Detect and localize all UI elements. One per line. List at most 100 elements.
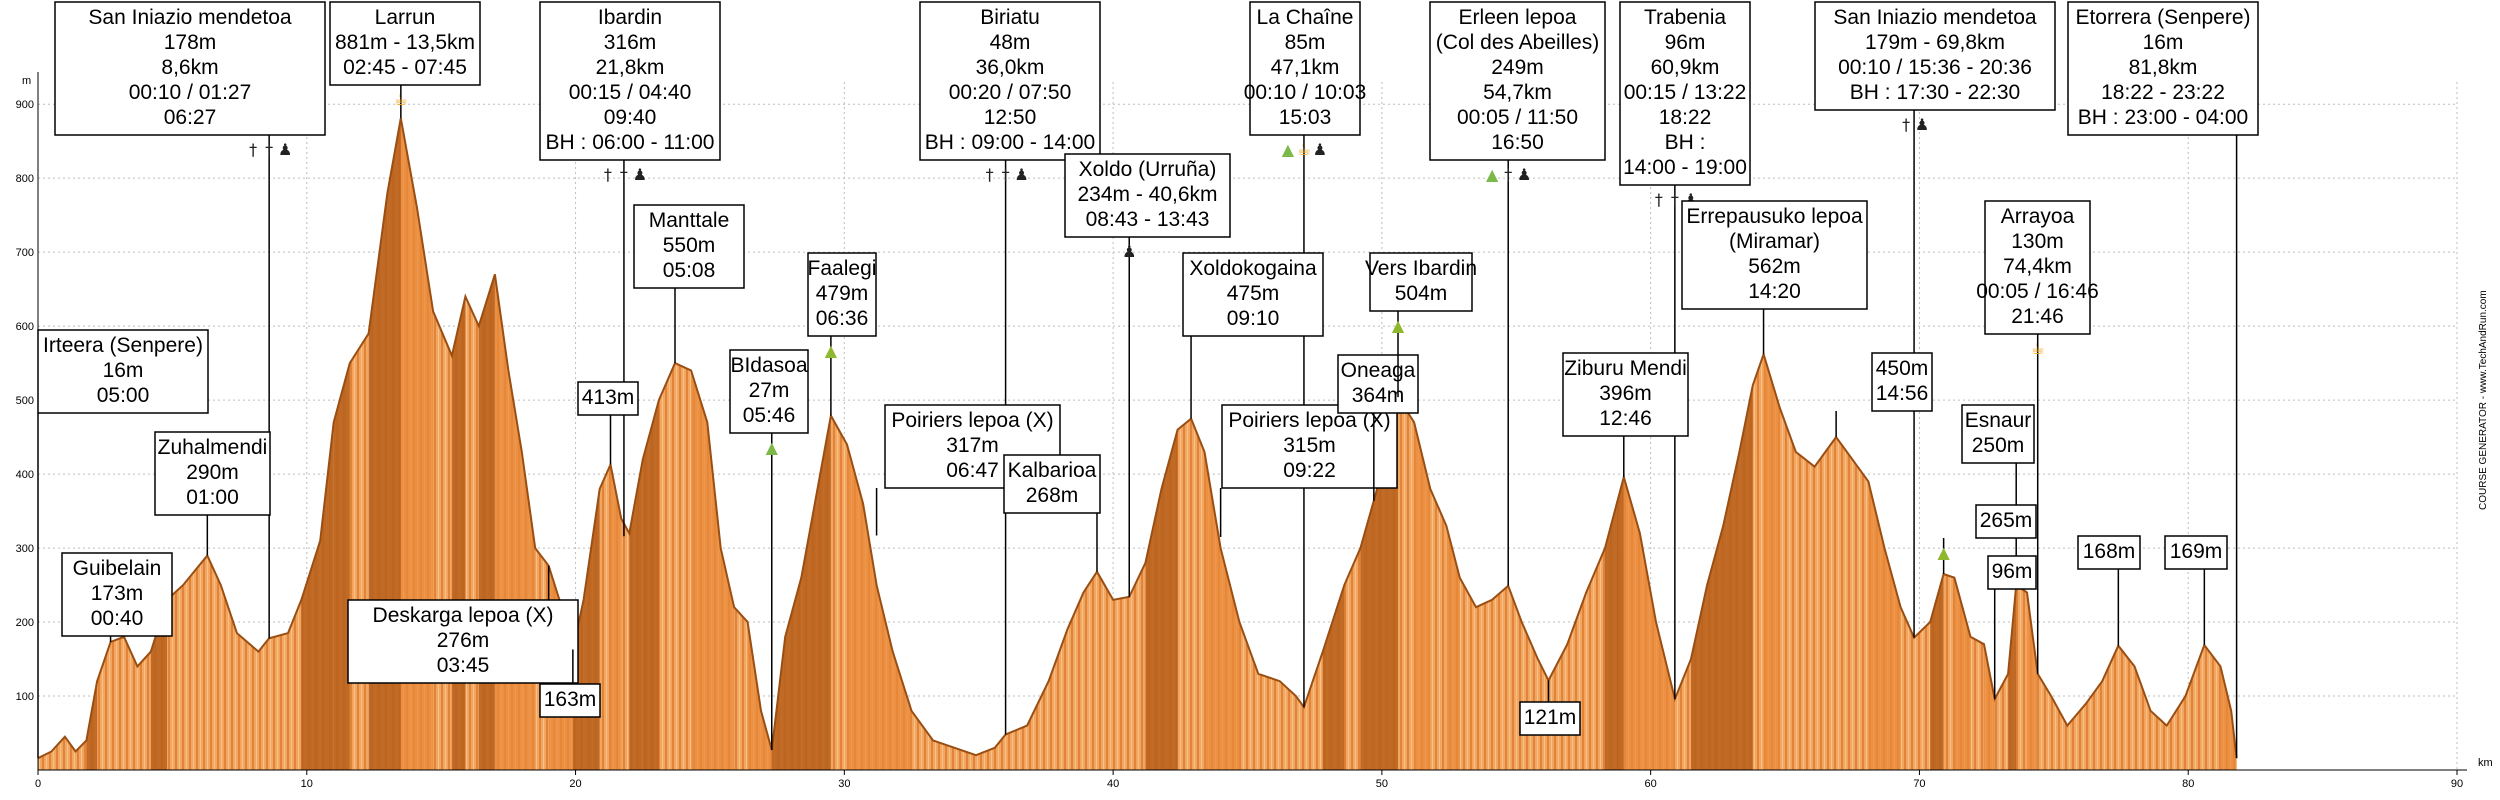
side-credit: COURSE GENERATOR - www.TechAndRun.com (2478, 290, 2489, 510)
annotation-frame (1871, 352, 1933, 412)
steep-segment (1145, 488, 1162, 770)
person-icon: ♟ (1517, 165, 1531, 184)
annotation-line: BH : 23:00 - 04:00 (2078, 106, 2248, 129)
descent-segment (1983, 644, 1995, 770)
annotation-line: 02:45 - 07:45 (343, 56, 467, 79)
steep-segment (86, 681, 98, 770)
annotation-box: Erleen lepoa(Col des Abeilles)249m54,7km… (1429, 1, 1606, 586)
annotation-line: (Col des Abeilles) (1436, 31, 1599, 54)
annotation-line: Poiriers lepoa (X) (1228, 409, 1390, 432)
descent-segment (1763, 354, 1780, 770)
annotation-line: 00:05 / 16:46 (1976, 280, 2099, 303)
steep-segment (1690, 585, 1708, 770)
person-icon: ♟ (1915, 115, 1929, 134)
flag-icon: ▲ (1486, 165, 1499, 184)
annotation-line: Biriatu (980, 6, 1040, 29)
peak-icon: ▲ (1392, 316, 1405, 335)
x-tick-label: 50 (1376, 778, 1388, 790)
annotation-box: 168m (2077, 535, 2141, 646)
annotation-line: 96m (1992, 560, 2033, 583)
annotation-line: 27m (749, 379, 790, 402)
annotation-frame (919, 1, 1101, 161)
annotation-line: 09:22 (1283, 459, 1336, 482)
drink-icon: † (1504, 165, 1512, 184)
annotation-line: 550m (663, 234, 716, 257)
descent-segment (720, 548, 735, 770)
annotation-line: Vers Ibardin (1365, 257, 1477, 280)
x-tick-label: 40 (1107, 778, 1119, 790)
annotation-line: 00:10 / 10:03 (1244, 81, 1367, 104)
beer-icon: ☕ (394, 90, 408, 109)
annotation-line: 01:00 (186, 486, 239, 509)
steep-segment (2008, 585, 2017, 770)
annotation-frame (37, 329, 209, 414)
annotation-frame (1681, 200, 1868, 310)
annotation-line: Manttale (649, 209, 730, 232)
steep-segment (451, 296, 466, 770)
annotation-line: 249m (1491, 56, 1544, 79)
annotation-frame (1814, 1, 2056, 111)
axes: 100 200 300 400 500 600 700 800 900 0 10 20 30 40 50 60… (16, 72, 2467, 790)
annotation-line: 130m (2011, 230, 2064, 253)
annotation-line: 12:50 (984, 106, 1037, 129)
x-tick-label: 0 (35, 778, 41, 790)
annotation-line: 14:56 (1876, 382, 1929, 405)
annotation-frame (329, 1, 481, 86)
descent-segment (876, 585, 893, 770)
annotation-line: 15:03 (1279, 106, 1332, 129)
person-icon: ♟ (1313, 140, 1327, 159)
annotation-line: 504m (1395, 282, 1448, 305)
annotation-frame (1064, 153, 1231, 238)
annotation-line: 00:15 / 13:22 (1624, 81, 1747, 104)
annotation-frame (633, 204, 745, 289)
drink-icon: † (249, 140, 257, 159)
annotation-line: BH : 17:30 - 22:30 (1850, 81, 2020, 104)
x-tick-label: 80 (2182, 778, 2194, 790)
y-tick-label: 800 (16, 173, 34, 185)
drink-icon: † (1655, 190, 1663, 209)
steep-segment (1373, 451, 1388, 770)
annotation-line: Errepausuko lepoa (1686, 205, 1863, 228)
annotation-line: 250m (1972, 434, 2025, 457)
annotation-line: 00:15 / 04:40 (569, 81, 692, 104)
annotation-line: 8,6km (161, 56, 218, 79)
annotation-line: 21,8km (596, 56, 665, 79)
annotation-line: 00:20 / 07:50 (949, 81, 1072, 104)
annotation-frame (1221, 404, 1398, 489)
annotation-frame (154, 431, 271, 516)
flag-icon: ▲ (766, 438, 779, 457)
annotation-line: 169m (2170, 540, 2223, 563)
annotation-line: Xoldokogaina (1189, 257, 1317, 280)
annotation-line: 16:50 (1491, 131, 1544, 154)
annotation-line: 178m (164, 31, 217, 54)
y-tick-label: 200 (16, 617, 34, 629)
food-icon: † (1671, 190, 1679, 209)
descent-segment (2220, 666, 2232, 770)
annotation-frame (61, 552, 173, 637)
x-tick-label: 30 (838, 778, 850, 790)
annotation-line: 268m (1026, 484, 1079, 507)
annotation-line: 00:40 (91, 607, 144, 630)
peak-icon: ▲ (825, 341, 838, 360)
annotation-line: 413m (582, 386, 635, 409)
annotation-frame (1369, 252, 1473, 312)
annotation-line: 47,1km (1271, 56, 1340, 79)
annotation-line: Erleen lepoa (1459, 6, 1577, 29)
annotation-line: 364m (1352, 384, 1405, 407)
annotation-line: 234m - 40,6km (1077, 183, 1217, 206)
annotation-frame (2067, 1, 2259, 136)
annotation-line: 81,8km (2129, 56, 2198, 79)
descent-segment (610, 464, 622, 770)
beer-icon: ☕ (1297, 140, 1311, 159)
descent-segment (747, 622, 762, 770)
steep-segment (1723, 451, 1740, 770)
descent-segment (1623, 477, 1640, 770)
